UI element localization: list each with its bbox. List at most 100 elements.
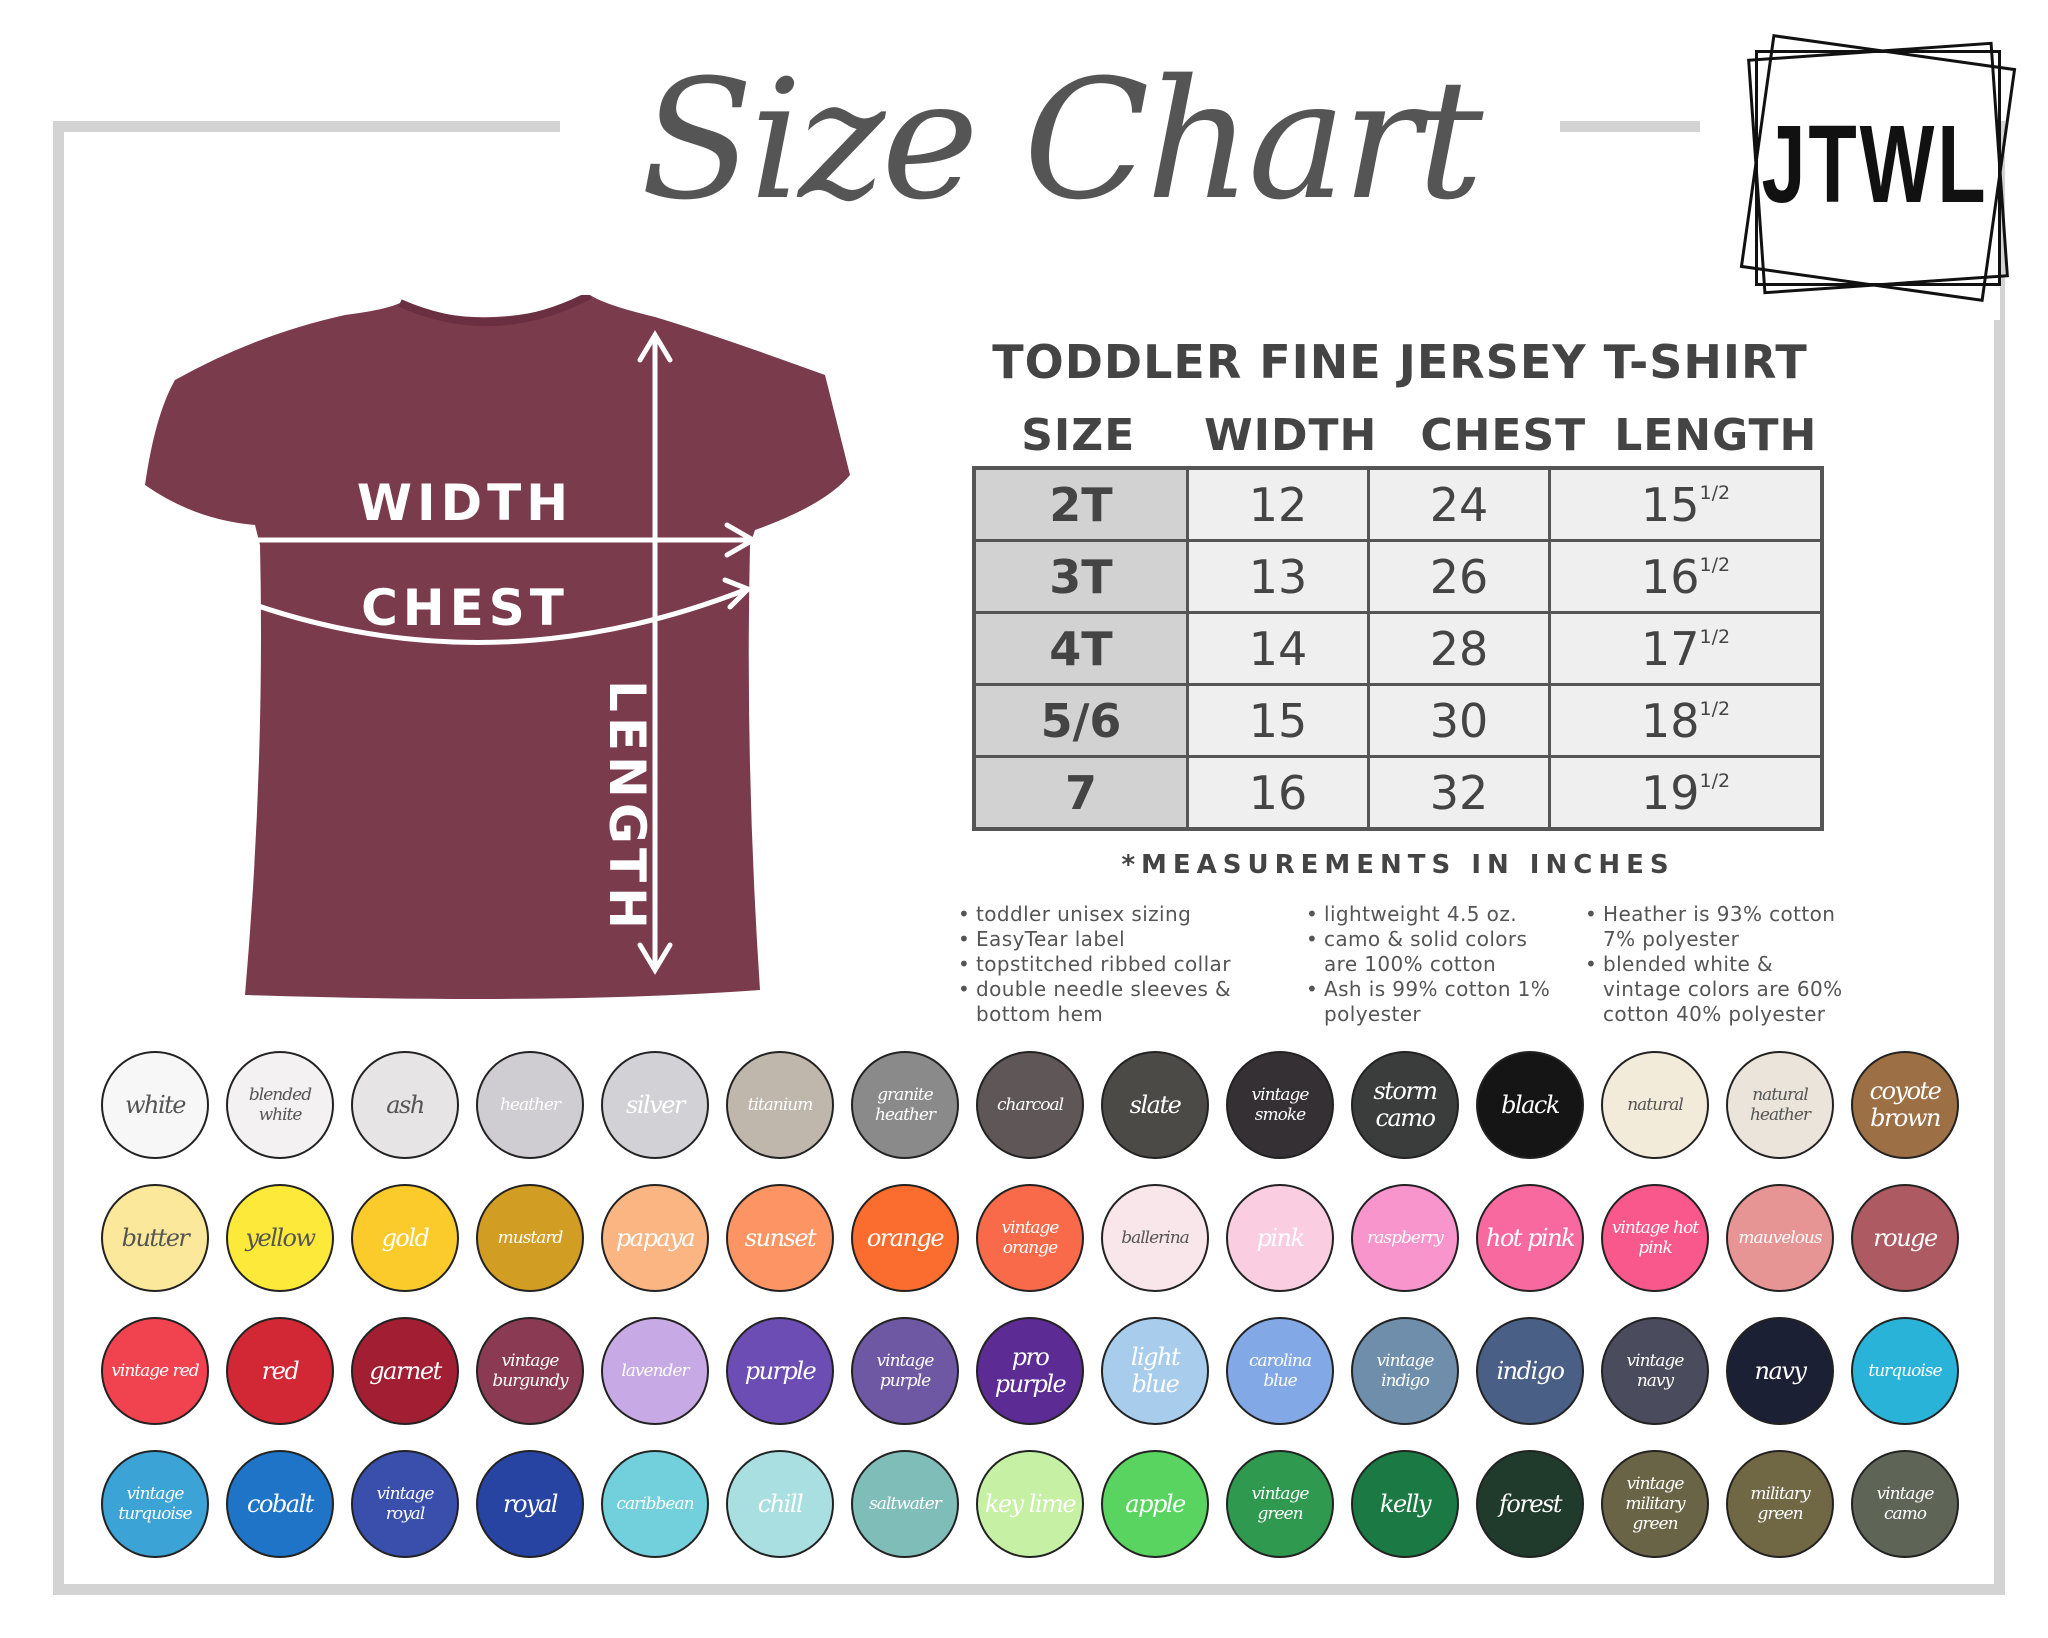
swatch-black: black	[1476, 1051, 1584, 1159]
width-cell: 14	[1185, 611, 1371, 686]
swatch-vintage-burgundy: vintage burgundy	[476, 1317, 584, 1425]
table-title: TODDLER FINE JERSEY T-SHIRT	[992, 335, 1808, 389]
logo: JTWL	[1725, 30, 2025, 302]
chest-label: CHEST	[361, 579, 569, 637]
swatch-titanium: titanium	[726, 1051, 834, 1159]
swatch-vintage-military-green: vintage military green	[1601, 1450, 1709, 1558]
swatch-vintage-hot-pink: vintage hot pink	[1601, 1184, 1709, 1292]
size-cell: 4T	[972, 611, 1189, 686]
swatch-ballerina: ballerina	[1101, 1184, 1209, 1292]
table-row: 4T 14 28 171/2	[972, 611, 1824, 686]
table-header: SIZE WIDTH CHEST LENGTH	[972, 410, 1822, 461]
swatch-silver: silver	[601, 1051, 709, 1159]
swatch-chill: chill	[726, 1450, 834, 1558]
size-cell: 3T	[972, 539, 1189, 614]
size-cell: 7	[972, 755, 1189, 831]
swatch-vintage-royal: vintage royal	[351, 1450, 459, 1558]
swatch-storm-camo: storm camo	[1351, 1051, 1459, 1159]
swatch-natural: natural	[1601, 1051, 1709, 1159]
swatch-pro-purple: pro purple	[976, 1317, 1084, 1425]
chest-cell: 24	[1367, 466, 1552, 542]
length-label: LENGTH	[598, 680, 656, 934]
swatch-saltwater: saltwater	[851, 1450, 959, 1558]
swatch-turquoise: turquoise	[1851, 1317, 1959, 1425]
swatch-slate: slate	[1101, 1051, 1209, 1159]
width-cell: 13	[1185, 539, 1371, 614]
width-label: WIDTH	[357, 474, 573, 532]
table-row: 2T 12 24 151/2	[972, 466, 1824, 542]
size-cell: 5/6	[972, 683, 1189, 758]
swatch-mustard: mustard	[476, 1184, 584, 1292]
size-table: 2T 12 24 151/2 3T 13 26 161/2 4T 14 28 171…	[972, 466, 1824, 831]
swatch-charcoal: charcoal	[976, 1051, 1084, 1159]
length-cell: 171/2	[1548, 611, 1824, 686]
shirt-image	[145, 295, 850, 999]
feature-item: lightweight 4.5 oz.	[1306, 902, 1566, 927]
feature-item: EasyTear label	[958, 927, 1288, 952]
feature-item: double needle sleeves & bottom hem	[958, 977, 1288, 1027]
col-length: LENGTH	[1614, 410, 1818, 461]
col-chest: CHEST	[1420, 410, 1587, 461]
feature-item: blended white & vintage colors are 60% c…	[1585, 952, 1855, 1027]
swatch-indigo: indigo	[1476, 1317, 1584, 1425]
swatch-navy: navy	[1726, 1317, 1834, 1425]
swatch-military-green: military green	[1726, 1450, 1834, 1558]
chest-cell: 32	[1367, 755, 1552, 831]
feature-item: Heather is 93% cotton 7% polyester	[1585, 902, 1855, 952]
swatch-rouge: rouge	[1851, 1184, 1959, 1292]
swatch-granite-heather: granite heather	[851, 1051, 959, 1159]
swatch-sunset: sunset	[726, 1184, 834, 1292]
swatch-ash: ash	[351, 1051, 459, 1159]
table-row: 7 16 32 191/2	[972, 755, 1824, 831]
swatch-vintage-smoke: vintage smoke	[1226, 1051, 1334, 1159]
swatch-white: white	[101, 1051, 209, 1159]
length-cell: 191/2	[1548, 755, 1824, 831]
feature-item: Ash is 99% cotton 1% polyester	[1306, 977, 1566, 1027]
features-col-2: lightweight 4.5 oz.camo & solid colors a…	[1306, 902, 1566, 1027]
swatch-key-lime: key lime	[976, 1450, 1084, 1558]
features-col-1: toddler unisex sizingEasyTear labeltopst…	[958, 902, 1288, 1027]
feature-item: topstitched ribbed collar	[958, 952, 1288, 977]
swatch-pink: pink	[1226, 1184, 1334, 1292]
swatch-butter: butter	[101, 1184, 209, 1292]
swatch-vintage-purple: vintage purple	[851, 1317, 959, 1425]
size-cell: 2T	[972, 466, 1189, 542]
swatch-orange: orange	[851, 1184, 959, 1292]
swatch-vintage-orange: vintage orange	[976, 1184, 1084, 1292]
measurement-note: *MEASUREMENTS IN INCHES	[1121, 850, 1675, 880]
chest-cell: 26	[1367, 539, 1552, 614]
swatch-blended-white: blended white	[226, 1051, 334, 1159]
swatch-light-blue: light blue	[1101, 1317, 1209, 1425]
swatch-vintage-camo: vintage camo	[1851, 1450, 1959, 1558]
feature-item: camo & solid colors are 100% cotton	[1306, 927, 1566, 977]
swatch-heather: heather	[476, 1051, 584, 1159]
feature-item: toddler unisex sizing	[958, 902, 1288, 927]
swatch-carolina-blue: carolina blue	[1226, 1317, 1334, 1425]
col-width: WIDTH	[1204, 410, 1378, 461]
width-cell: 12	[1185, 466, 1371, 542]
swatch-lavender: lavender	[601, 1317, 709, 1425]
swatch-garnet: garnet	[351, 1317, 459, 1425]
swatch-royal: royal	[476, 1450, 584, 1558]
swatch-purple: purple	[726, 1317, 834, 1425]
page-title: Size Chart	[640, 44, 1484, 236]
swatch-vintage-turquoise: vintage turquoise	[101, 1450, 209, 1558]
chest-cell: 28	[1367, 611, 1552, 686]
width-cell: 15	[1185, 683, 1371, 758]
swatch-raspberry: raspberry	[1351, 1184, 1459, 1292]
features-col-3: Heather is 93% cotton 7% polyesterblende…	[1585, 902, 1855, 1027]
swatch-mauvelous: mauvelous	[1726, 1184, 1834, 1292]
table-row: 5/6 15 30 181/2	[972, 683, 1824, 758]
swatch-caribbean: caribbean	[601, 1450, 709, 1558]
swatch-papaya: papaya	[601, 1184, 709, 1292]
chest-cell: 30	[1367, 683, 1552, 758]
swatch-hot-pink: hot pink	[1476, 1184, 1584, 1292]
swatch-cobalt: cobalt	[226, 1450, 334, 1558]
swatch-yellow: yellow	[226, 1184, 334, 1292]
width-cell: 16	[1185, 755, 1371, 831]
swatch-vintage-green: vintage green	[1226, 1450, 1334, 1558]
swatch-vintage-red: vintage red	[101, 1317, 209, 1425]
swatch-forest: forest	[1476, 1450, 1584, 1558]
table-row: 3T 13 26 161/2	[972, 539, 1824, 614]
swatch-coyote-brown: coyote brown	[1851, 1051, 1959, 1159]
